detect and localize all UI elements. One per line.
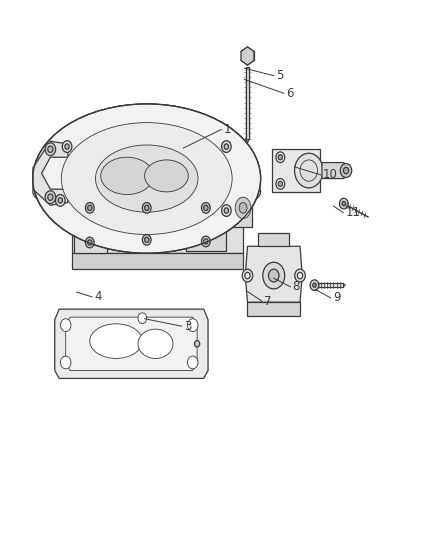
Circle shape	[58, 198, 63, 203]
Polygon shape	[66, 317, 197, 370]
Circle shape	[88, 205, 92, 211]
Ellipse shape	[138, 329, 173, 358]
Circle shape	[194, 341, 200, 347]
Bar	[314, 283, 343, 287]
Circle shape	[201, 236, 210, 247]
Circle shape	[310, 280, 319, 290]
Ellipse shape	[61, 123, 232, 235]
Circle shape	[263, 262, 285, 289]
Circle shape	[204, 239, 208, 244]
Ellipse shape	[90, 324, 142, 358]
Circle shape	[224, 144, 229, 149]
Polygon shape	[258, 233, 289, 246]
Circle shape	[278, 181, 283, 187]
Text: 10: 10	[323, 168, 338, 181]
Circle shape	[242, 269, 253, 282]
Text: 7: 7	[264, 295, 272, 308]
Circle shape	[222, 205, 231, 216]
Polygon shape	[241, 47, 254, 65]
Circle shape	[187, 356, 198, 369]
Circle shape	[145, 237, 149, 243]
Circle shape	[187, 319, 198, 332]
Polygon shape	[247, 302, 300, 316]
Circle shape	[85, 237, 94, 248]
Circle shape	[138, 313, 147, 324]
Text: 9: 9	[333, 292, 340, 304]
Circle shape	[278, 155, 283, 160]
Circle shape	[48, 194, 53, 200]
Circle shape	[60, 356, 71, 369]
Circle shape	[276, 152, 285, 163]
Circle shape	[222, 141, 231, 152]
Ellipse shape	[33, 166, 261, 218]
Text: 11: 11	[346, 206, 360, 219]
Circle shape	[339, 198, 348, 209]
Circle shape	[224, 208, 229, 213]
Text: 4: 4	[94, 290, 102, 303]
Ellipse shape	[33, 104, 261, 253]
Text: 3: 3	[184, 320, 191, 333]
Ellipse shape	[235, 197, 251, 219]
Polygon shape	[74, 203, 107, 253]
Circle shape	[62, 141, 72, 152]
Circle shape	[245, 272, 250, 279]
Circle shape	[56, 195, 65, 206]
Ellipse shape	[239, 203, 247, 213]
Circle shape	[313, 283, 316, 287]
Circle shape	[340, 164, 352, 177]
Ellipse shape	[101, 157, 153, 195]
Circle shape	[276, 179, 285, 189]
Polygon shape	[186, 203, 226, 251]
Circle shape	[65, 144, 69, 149]
Circle shape	[60, 319, 71, 332]
Circle shape	[343, 167, 349, 174]
Circle shape	[297, 272, 303, 279]
Polygon shape	[245, 246, 302, 302]
Circle shape	[204, 205, 208, 211]
Polygon shape	[129, 203, 164, 248]
Polygon shape	[272, 149, 320, 192]
Ellipse shape	[145, 160, 188, 192]
Polygon shape	[72, 205, 243, 253]
Text: 5: 5	[276, 69, 283, 82]
Polygon shape	[55, 309, 208, 378]
Text: 1: 1	[223, 123, 231, 136]
Circle shape	[85, 203, 94, 213]
Circle shape	[88, 240, 92, 245]
Circle shape	[342, 201, 346, 206]
Polygon shape	[33, 141, 68, 205]
Circle shape	[268, 269, 279, 282]
Circle shape	[48, 146, 53, 152]
Text: 8: 8	[293, 280, 300, 293]
Circle shape	[145, 205, 149, 211]
Circle shape	[142, 235, 151, 245]
Circle shape	[201, 203, 210, 213]
Circle shape	[142, 203, 151, 213]
Ellipse shape	[95, 145, 198, 212]
Polygon shape	[72, 253, 243, 269]
Circle shape	[45, 143, 56, 156]
Ellipse shape	[294, 154, 323, 188]
Text: 6: 6	[286, 87, 293, 100]
Polygon shape	[322, 163, 348, 179]
Ellipse shape	[33, 104, 261, 253]
Circle shape	[45, 191, 56, 204]
Circle shape	[295, 269, 305, 282]
Polygon shape	[234, 189, 252, 227]
Bar	[246, 67, 249, 139]
